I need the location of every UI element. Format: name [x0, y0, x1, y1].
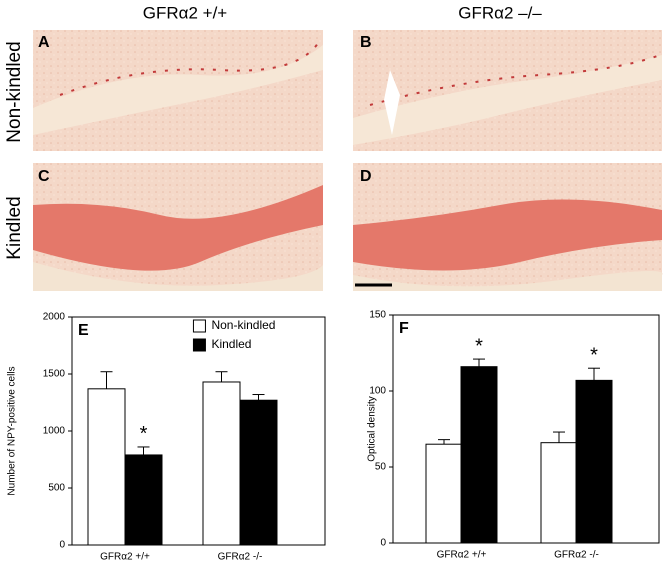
significance-mark: *	[590, 344, 598, 366]
bar	[460, 366, 498, 544]
legend-label: Non-kindled	[211, 318, 275, 332]
bar	[540, 442, 578, 544]
x-tick-label: GFRα2 +/+	[100, 552, 150, 563]
y-tick-label: 100	[369, 386, 386, 397]
legend-swatch	[192, 319, 206, 333]
y-axis-label: Number of NPY-positive cells	[7, 366, 18, 495]
plot-frame	[392, 314, 660, 544]
significance-mark: *	[140, 423, 148, 445]
panel-letter: C	[38, 168, 50, 185]
row-label: Kindled	[4, 196, 25, 259]
bar	[239, 399, 278, 546]
legend-swatch	[192, 338, 206, 352]
micrograph	[353, 30, 662, 151]
y-tick-label: 150	[369, 310, 386, 321]
panel-letter: D	[360, 168, 372, 185]
y-tick-label: 1000	[43, 426, 66, 437]
x-tick-label: GFRα2 +/+	[437, 550, 487, 561]
y-tick-label: 500	[48, 483, 65, 494]
bar	[87, 388, 126, 546]
bar	[202, 381, 241, 546]
bar	[425, 443, 463, 544]
legend-label: Kindled	[211, 337, 251, 351]
y-tick-label: 2000	[43, 312, 66, 323]
micrograph	[33, 30, 323, 151]
bar	[124, 454, 163, 546]
panel-letter: A	[38, 34, 50, 51]
y-tick-label: 1500	[43, 369, 66, 380]
column-header: GFRα2 +/+	[143, 3, 228, 22]
panel-letter: E	[78, 322, 89, 339]
panel-letter: F	[399, 320, 409, 337]
x-tick-label: GFRα2 -/-	[554, 550, 599, 561]
panel-letter: B	[360, 34, 372, 51]
significance-mark: *	[475, 335, 483, 357]
y-tick-label: 0	[380, 538, 386, 549]
y-tick-label: 50	[375, 462, 387, 473]
column-header: GFRα2 –/–	[458, 3, 542, 22]
micrograph	[353, 163, 663, 291]
y-axis-label: Optical density	[367, 396, 378, 462]
bar	[575, 379, 613, 544]
row-label: Non-kindled	[4, 41, 25, 142]
micrograph	[33, 163, 323, 291]
y-tick-label: 0	[59, 540, 65, 551]
x-tick-label: GFRα2 -/-	[218, 552, 263, 563]
